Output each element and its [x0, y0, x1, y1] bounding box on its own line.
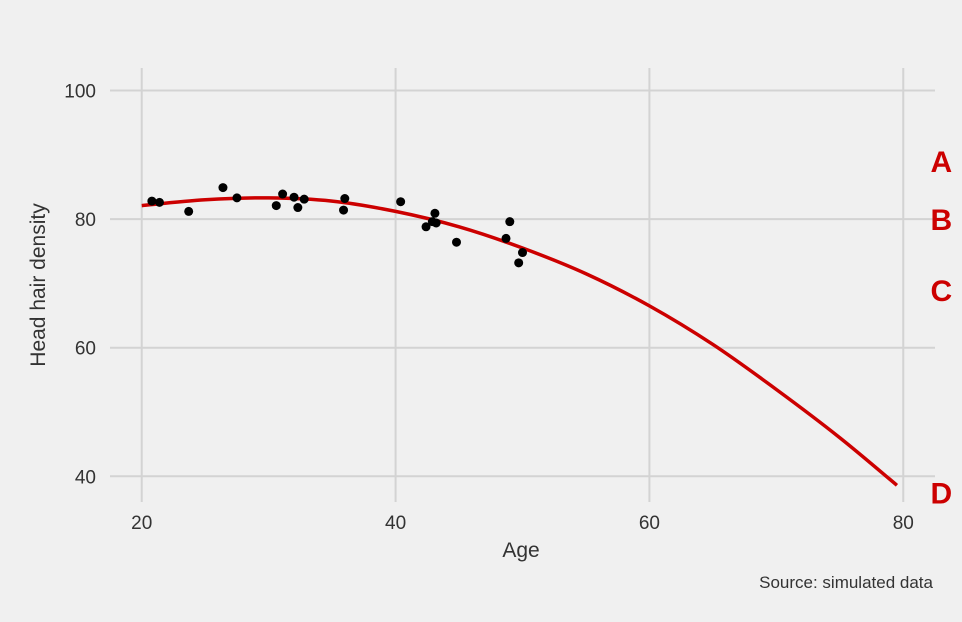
data-point	[431, 218, 441, 228]
annotation-label: B	[931, 204, 953, 237]
y-tick-label: 60	[75, 339, 96, 360]
data-point	[184, 206, 194, 216]
data-point	[147, 196, 157, 206]
points-layer	[147, 183, 527, 268]
data-point	[421, 222, 431, 232]
data-point	[518, 248, 527, 258]
fit-curve-layer	[141, 196, 899, 487]
data-point	[289, 192, 299, 202]
data-point	[232, 193, 242, 203]
x-tick-label: 40	[385, 513, 406, 534]
y-tick-label: 100	[64, 82, 96, 103]
annotation-label: C	[931, 275, 953, 308]
x-tick-label: 60	[639, 513, 660, 534]
y-tick-label: 40	[75, 467, 96, 488]
y-tick-label: 80	[75, 210, 96, 231]
data-point	[430, 208, 440, 218]
grid	[110, 68, 935, 502]
data-point	[293, 203, 303, 213]
data-point	[155, 197, 164, 207]
x-tick-label: 80	[893, 513, 914, 534]
data-point	[218, 183, 228, 193]
data-point	[271, 201, 281, 211]
data-point	[278, 189, 288, 199]
fit-curve	[141, 196, 899, 487]
data-point	[514, 258, 524, 268]
data-point	[299, 194, 309, 204]
data-point	[452, 237, 461, 247]
data-point	[501, 233, 511, 243]
annotations-layer: AB C D	[931, 146, 953, 510]
caption: Source: simulated data	[759, 573, 933, 592]
data-point	[505, 217, 515, 227]
data-point	[339, 205, 349, 215]
y-axis-title: Head hair density	[27, 203, 50, 367]
x-tick-label: 20	[131, 513, 152, 534]
tick-labels: 20 40 60 80 40 60 80 100	[64, 82, 914, 534]
data-point	[340, 194, 350, 204]
data-point	[396, 197, 406, 207]
annotation-label: D	[931, 477, 953, 510]
annotation-label: A	[931, 146, 953, 179]
x-axis-title: Age	[502, 539, 539, 562]
